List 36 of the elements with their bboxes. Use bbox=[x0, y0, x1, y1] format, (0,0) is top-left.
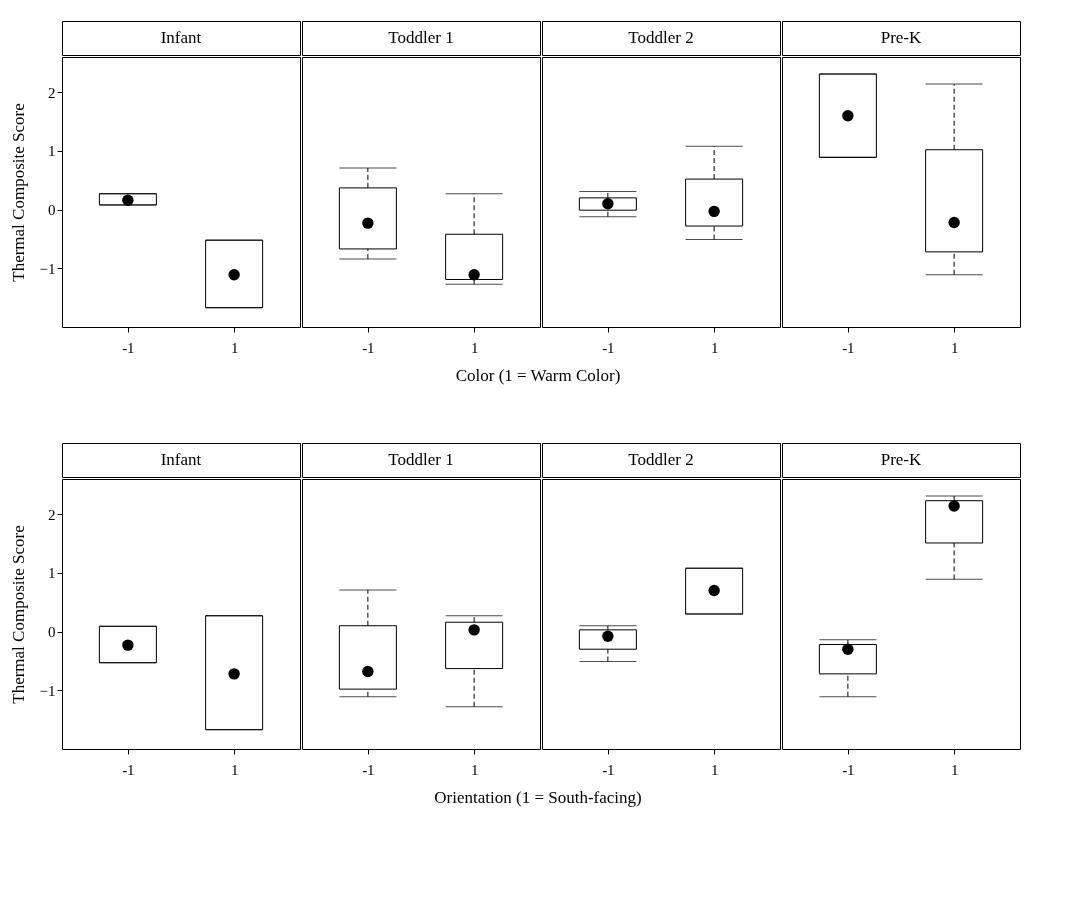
chart-title: Infant bbox=[160, 28, 202, 47]
y-axis-title: Thermal Composite Score bbox=[8, 525, 28, 704]
chart-title: Infant bbox=[160, 450, 202, 469]
y-tick-label: 0 bbox=[48, 202, 56, 219]
chart-title: Pre-K bbox=[880, 28, 923, 47]
chart-title: Pre-K bbox=[880, 450, 923, 469]
x-tick-label: 1 bbox=[950, 761, 959, 778]
y-tick-label: 1 bbox=[48, 565, 56, 582]
x-tick-label: -1 bbox=[602, 339, 615, 356]
y-tick-label: −1 bbox=[39, 682, 56, 699]
chart-title: Toddler 1 bbox=[388, 450, 454, 469]
x-tick-label: -1 bbox=[602, 761, 615, 778]
chart-title: Toddler 1 bbox=[388, 28, 454, 47]
y-tick-label: 2 bbox=[48, 84, 56, 101]
y-tick-label: 2 bbox=[48, 506, 56, 523]
x-tick-label: 1 bbox=[710, 339, 719, 356]
chart-title: Toddler 2 bbox=[628, 450, 694, 469]
x-tick-label: 1 bbox=[710, 761, 719, 778]
y-tick-label: 1 bbox=[48, 143, 56, 160]
y-tick-label: 0 bbox=[48, 624, 56, 641]
text: Orientation (1 = South-facing) bbox=[434, 788, 642, 807]
x-tick-label: 1 bbox=[230, 339, 239, 356]
y-axis-title: Thermal Composite Score bbox=[8, 103, 28, 282]
x-tick-label: -1 bbox=[842, 339, 855, 356]
chart-title: Toddler 2 bbox=[628, 28, 694, 47]
x-tick-label: 1 bbox=[470, 761, 479, 778]
y-tick-label: −1 bbox=[39, 260, 56, 277]
x-tick-label: -1 bbox=[362, 761, 375, 778]
x-tick-label: -1 bbox=[362, 339, 375, 356]
x-tick-label: -1 bbox=[122, 761, 135, 778]
x-tick-label: 1 bbox=[950, 339, 959, 356]
x-tick-label: 1 bbox=[230, 761, 239, 778]
x-tick-label: 1 bbox=[470, 339, 479, 356]
x-tick-label: -1 bbox=[122, 339, 135, 356]
x-tick-label: -1 bbox=[842, 761, 855, 778]
text: Color (1 = Warm Color) bbox=[455, 366, 621, 385]
